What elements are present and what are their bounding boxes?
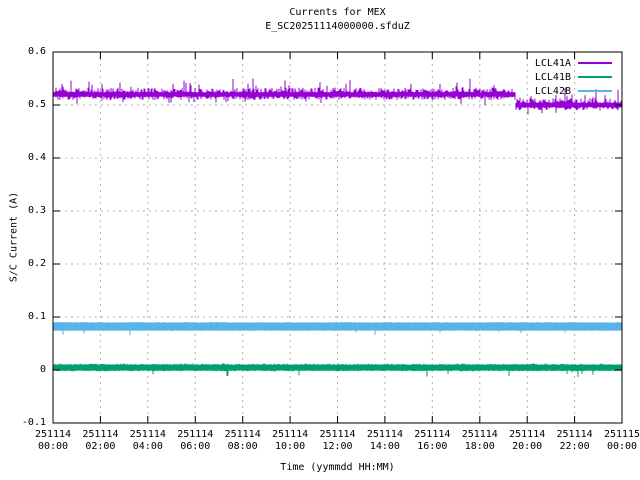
legend-label: LCL42B [534,85,571,97]
y-tick-label: 0.6 [27,46,46,57]
legend: LCL41A LCL41B LCL42B [535,56,612,98]
legend-line-sample [578,62,612,64]
y-tick-label: 0.5 [27,99,46,110]
legend-label: LCL41A [534,57,571,69]
y-tick-label: 0 [39,364,46,375]
series-trace-lcl42b [52,321,623,336]
legend-label: LCL41B [534,71,571,83]
y-tick-label: 0.2 [27,258,46,269]
y-tick-label: 0.1 [27,311,46,322]
x-tick-label: 251114 18:00 [461,429,498,452]
x-tick-label: 251114 08:00 [224,429,261,452]
x-tick-label: 251114 16:00 [414,429,451,452]
x-tick-label: 251115 00:00 [603,429,640,452]
legend-line-sample [578,90,612,92]
x-tick-label: 251114 04:00 [129,429,166,452]
x-tick-label: 251114 00:00 [34,429,72,452]
axis-tick-marks [52,51,623,424]
legend-item: LCL41B [535,70,612,84]
x-axis-title: Time (yymmdd HH:MM) [280,462,395,473]
chart-title: Currents for MEX [289,7,386,18]
x-tick-label: 251114 12:00 [319,429,356,452]
series-trace-lcl41b [52,363,623,377]
chart-subtitle: E_SC20251114000000.sfduZ [265,21,410,32]
x-tick-label: 251114 10:00 [272,429,309,452]
y-tick-label: -0.1 [21,417,46,428]
x-tick-label: 251114 14:00 [366,429,403,452]
x-tick-label: 251114 06:00 [177,429,214,452]
x-tick-label: 251114 22:00 [556,429,593,452]
legend-item: LCL42B [535,84,612,98]
x-tick-label: 251114 20:00 [509,429,546,452]
legend-line-sample [578,76,612,78]
x-tick-label: 251114 02:00 [82,429,119,452]
y-tick-label: 0.3 [27,205,46,216]
y-tick-label: 0.4 [27,152,46,163]
legend-item: LCL41A [535,56,612,70]
